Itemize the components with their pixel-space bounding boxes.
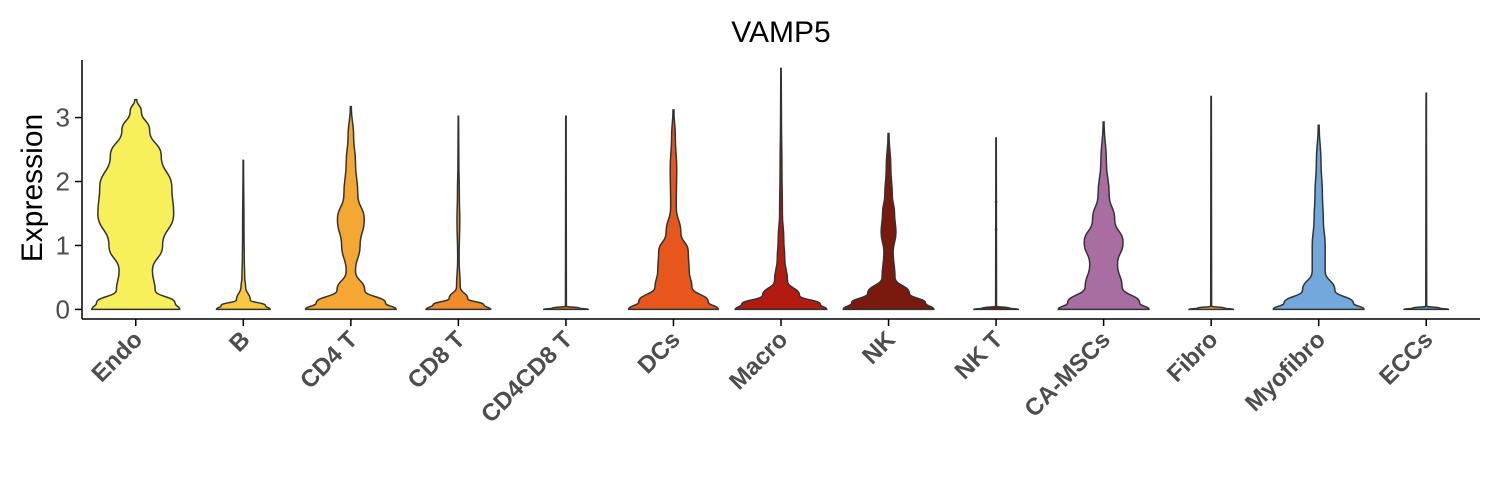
violin-cd8-t xyxy=(425,115,492,311)
x-tick-label-cd4cd8-t: CD4CD8 T xyxy=(476,326,578,428)
x-tick-label-ca-mscs: CA-MSCs xyxy=(1019,326,1115,422)
x-tick-label-dcs: DCs xyxy=(633,326,686,379)
x-tick-label-cd4-t: CD4 T xyxy=(295,326,363,394)
y-axis-label: Expression xyxy=(16,114,49,262)
violin-cd4-t xyxy=(304,105,397,311)
violin-body-macro xyxy=(734,67,828,311)
violin-body-eccs xyxy=(1403,92,1450,311)
violin-cd4cd8-t xyxy=(542,115,589,311)
violin-body-nk xyxy=(842,132,935,311)
x-tick-label-nk-t: NK T xyxy=(950,326,1009,385)
y-tick-label-0: 0 xyxy=(56,294,70,324)
y-tick-label-2: 2 xyxy=(56,167,70,197)
violin-b xyxy=(215,159,271,311)
x-tick-label-cd8-t: CD8 T xyxy=(403,326,471,394)
violin-body-endo xyxy=(91,98,181,311)
y-axis-ticks: 0 1 2 3 xyxy=(56,103,82,324)
violin-fibro xyxy=(1188,95,1235,311)
chart-title: VAMP5 xyxy=(731,16,830,49)
violin-body-cd4cd8-t xyxy=(542,115,589,311)
x-tick-label-endo: Endo xyxy=(86,326,148,388)
violin-body-cd4-t xyxy=(304,105,397,311)
violin-macro xyxy=(734,67,828,311)
y-tick-label-3: 3 xyxy=(56,103,70,133)
y-tick-label-1: 1 xyxy=(56,230,70,260)
violin-endo xyxy=(91,98,181,311)
violin-nk-t xyxy=(973,137,1020,311)
violin-body-b xyxy=(215,159,271,311)
violin-myofibro xyxy=(1272,124,1365,311)
violin-body-fibro xyxy=(1188,95,1235,311)
violin-body-nk-t xyxy=(973,137,1020,311)
plot-area xyxy=(91,67,1450,311)
violin-body-dcs xyxy=(627,109,720,311)
nk-t-dot-0 xyxy=(994,228,998,231)
x-axis-ticks: Endo B CD4 T CD8 T CD4CD8 T DCs Macro NK NK T CA-… xyxy=(86,319,1438,428)
violin-body-cd8-t xyxy=(425,115,492,311)
x-tick-label-macro: Macro xyxy=(724,326,793,395)
violin-eccs xyxy=(1403,92,1450,311)
x-tick-label-eccs: ECCs xyxy=(1374,326,1438,390)
x-tick-label-b: B xyxy=(224,326,255,357)
violin-nk xyxy=(842,132,935,311)
violin-dcs xyxy=(627,109,720,311)
x-tick-label-myofibro: Myofibro xyxy=(1240,326,1331,417)
x-tick-label-fibro: Fibro xyxy=(1162,326,1224,388)
x-tick-label-nk: NK xyxy=(857,326,901,370)
violin-ca-mscs xyxy=(1057,121,1150,311)
violin-body-ca-mscs xyxy=(1057,121,1150,311)
nk-t-dot-1 xyxy=(994,200,998,204)
violin-body-myofibro xyxy=(1272,124,1365,311)
